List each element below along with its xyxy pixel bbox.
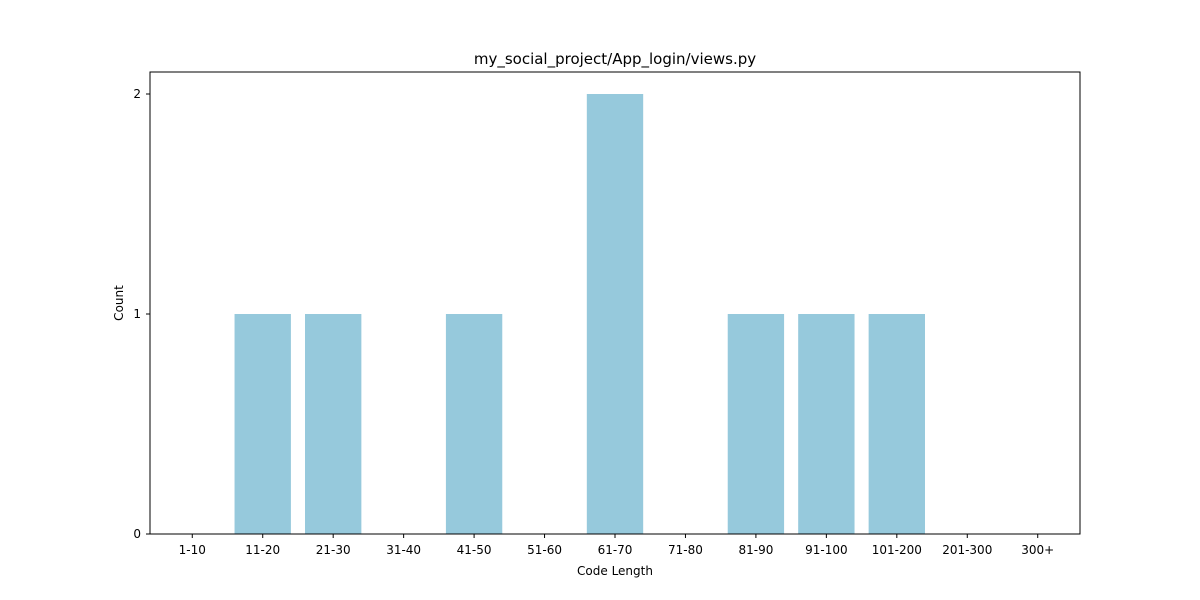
- bar-91-100: [798, 314, 855, 534]
- x-tick-label: 81-90: [738, 543, 773, 557]
- x-tick-label: 101-200: [872, 543, 922, 557]
- x-tick-label: 61-70: [598, 543, 633, 557]
- x-tick-label: 300+: [1021, 543, 1054, 557]
- bar-61-70: [586, 94, 644, 534]
- bar-101-200: [868, 314, 925, 534]
- chart-title: my_social_project/App_login/views.py: [474, 50, 756, 69]
- x-tick-label: 31-40: [386, 543, 421, 557]
- x-tick-label: 1-10: [179, 543, 206, 557]
- x-tick-label: 51-60: [527, 543, 562, 557]
- x-tick-label: 41-50: [457, 543, 492, 557]
- y-tick-label: 1: [133, 307, 141, 321]
- x-axis-ticks: 1-10 11-20 21-30 31-40 41-50 51-60 61-70 71-80 8…: [179, 534, 1054, 557]
- bar-21-30: [305, 314, 362, 534]
- bars-group: [234, 94, 925, 534]
- y-axis-ticks: 0 1 2: [133, 87, 150, 541]
- x-tick-label: 21-30: [316, 543, 351, 557]
- y-axis-label: Count: [112, 285, 126, 321]
- y-tick-label: 0: [133, 527, 141, 541]
- x-axis-label: Code Length: [577, 564, 653, 578]
- x-tick-label: 201-300: [942, 543, 992, 557]
- x-tick-label: 91-100: [805, 543, 848, 557]
- y-tick-label: 2: [133, 87, 141, 101]
- bar-81-90: [727, 314, 785, 534]
- bar-41-50: [445, 314, 503, 534]
- x-tick-label: 11-20: [245, 543, 280, 557]
- bar-11-20: [234, 314, 291, 534]
- x-tick-label: 71-80: [668, 543, 703, 557]
